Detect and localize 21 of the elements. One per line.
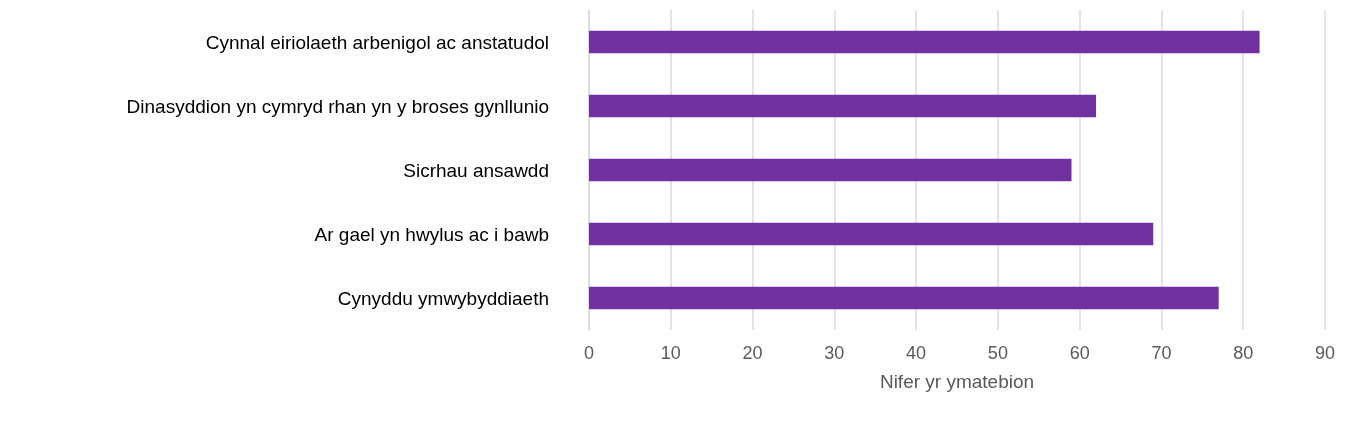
bar <box>589 286 1219 310</box>
x-tick-label: 20 <box>742 343 763 363</box>
x-tick-label: 80 <box>1233 343 1254 363</box>
x-tick-label: 50 <box>987 343 1008 363</box>
bar <box>589 158 1072 182</box>
x-tick-label: 70 <box>1151 343 1172 363</box>
x-tick-label: 0 <box>583 343 595 363</box>
y-tick-label: Ar gael yn hwylus ac i bawb <box>314 223 549 245</box>
bar <box>589 30 1260 54</box>
x-tick-label: 60 <box>1069 343 1090 363</box>
bar <box>589 94 1097 118</box>
y-tick-label: Cynnal eiriolaeth arbenigol ac anstatudol <box>205 31 549 53</box>
y-tick-label: Sicrhau ansawdd <box>403 159 549 181</box>
y-tick-label: Dinasyddion yn cymryd rhan yn y broses gynllunio <box>126 95 549 117</box>
bar <box>589 222 1154 246</box>
x-tick-label: 90 <box>1314 343 1336 363</box>
x-tick-label: 10 <box>660 343 681 363</box>
x-tick-label: 40 <box>906 343 927 363</box>
x-axis-title: Nifer yr ymatebion <box>879 371 1035 392</box>
y-tick-label: Cynyddu ymwybyddiaeth <box>337 287 549 309</box>
x-tick-label: 30 <box>824 343 845 363</box>
